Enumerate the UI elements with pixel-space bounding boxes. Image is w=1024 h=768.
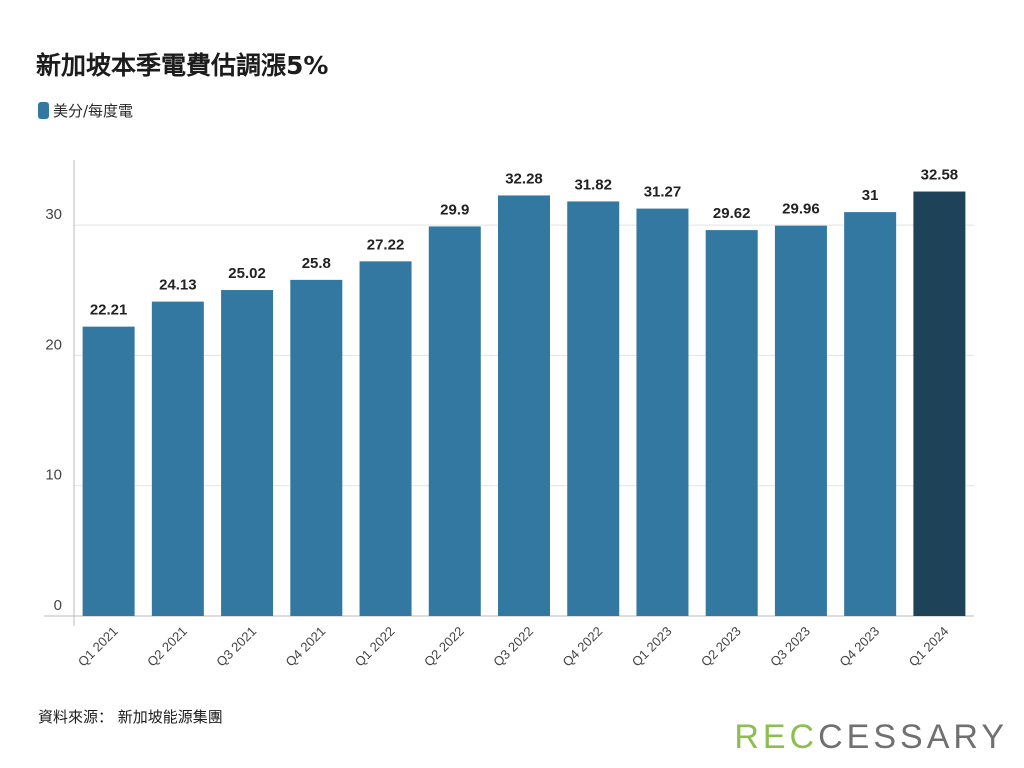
data-label: 32.58 — [921, 167, 959, 184]
data-label: 27.22 — [367, 236, 405, 253]
bar — [567, 201, 620, 617]
legend-swatch — [38, 102, 49, 119]
logo-green-part: REC — [734, 718, 819, 756]
data-label: 25.8 — [302, 255, 331, 272]
bar — [290, 279, 343, 616]
x-tick-label: Q1 2021 — [75, 624, 121, 670]
x-tick-label: Q3 2022 — [490, 624, 536, 670]
logo-gray-part: CESSARY — [818, 718, 1008, 756]
x-tick-label: Q1 2024 — [906, 624, 952, 670]
x-tick-label: Q2 2022 — [421, 624, 467, 670]
x-tick-label: Q4 2021 — [283, 624, 329, 670]
chart-title: 新加坡本季電費估調漲5% — [36, 51, 329, 80]
data-label: 22.21 — [90, 302, 128, 319]
legend-label: 美分/每度電 — [53, 102, 134, 120]
data-label: 25.02 — [228, 265, 266, 282]
data-label: 32.28 — [505, 170, 543, 187]
x-tick-label: Q2 2021 — [144, 624, 190, 670]
y-tick-label: 10 — [45, 467, 62, 484]
bar — [428, 226, 481, 616]
y-tick-label: 0 — [54, 597, 62, 614]
reccessary-logo: RECCESSARY — [734, 718, 1008, 757]
x-tick-label: Q4 2022 — [559, 624, 605, 670]
data-label: 24.13 — [159, 277, 197, 294]
bar — [82, 326, 135, 616]
x-tick-label: Q3 2023 — [767, 624, 813, 670]
bar-chart: 0 10 20 30 22.21 Q1 2021 24.13 Q2 2021 25.02 Q3 2… — [44, 160, 974, 670]
y-tick-label: 20 — [45, 336, 62, 353]
bar — [774, 225, 827, 616]
x-tick-label: Q3 2021 — [213, 624, 259, 670]
x-tick-label: Q4 2023 — [836, 624, 882, 670]
bar — [151, 301, 204, 616]
bar — [913, 191, 966, 616]
data-label: 31.82 — [574, 176, 612, 193]
bar — [705, 230, 758, 616]
bar — [498, 195, 550, 616]
bar — [359, 261, 412, 616]
bar — [221, 290, 274, 616]
bar — [844, 212, 897, 616]
y-tick-label: 30 — [45, 206, 62, 223]
x-tick-label: Q1 2022 — [352, 624, 398, 670]
data-label: 31.27 — [644, 184, 682, 201]
data-label: 29.96 — [782, 201, 820, 218]
legend: 美分/每度電 — [38, 100, 133, 121]
data-label: 29.62 — [713, 205, 751, 222]
x-tick-label: Q2 2023 — [698, 624, 744, 670]
data-label: 31 — [862, 187, 879, 204]
data-label: 29.9 — [440, 201, 469, 218]
source-note: 資料來源： 新加坡能源集團 — [38, 708, 223, 726]
bar — [636, 208, 689, 617]
x-tick-label: Q1 2023 — [629, 624, 675, 670]
